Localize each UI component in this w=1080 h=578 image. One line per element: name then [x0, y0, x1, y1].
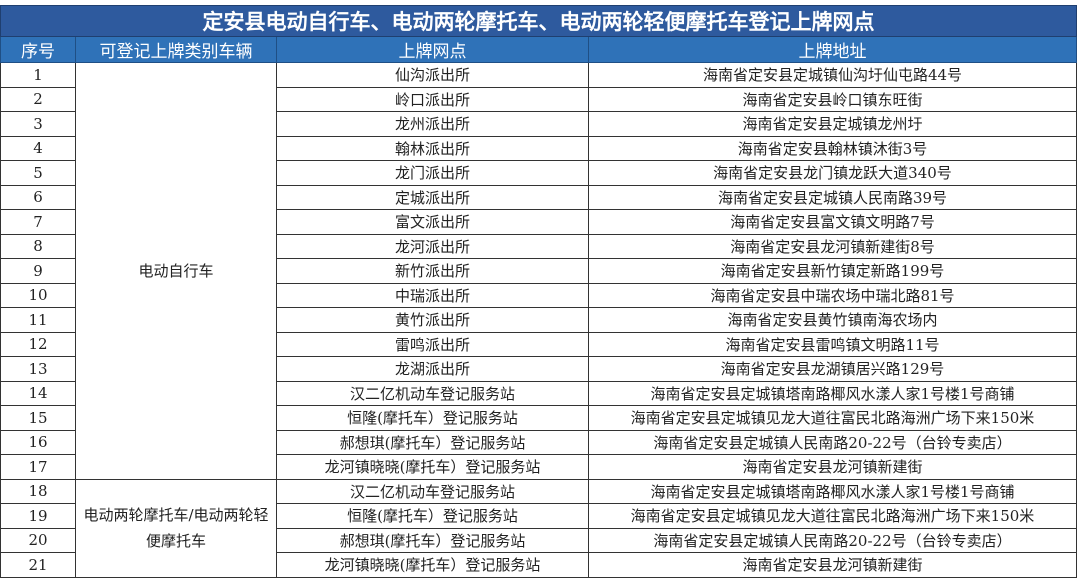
cell-index[interactable]: 11 — [0, 307, 76, 333]
cell-index[interactable]: 12 — [0, 331, 76, 357]
cell-station[interactable]: 龙州派出所 — [276, 111, 589, 137]
cell-station[interactable]: 中瑞派出所 — [276, 282, 589, 308]
table-row: 11 黄竹派出所 海南省定安县黄竹镇南海农场内 — [0, 307, 1077, 333]
cell-station[interactable]: 恒隆(摩托车）登记服务站 — [276, 405, 589, 431]
cell-address[interactable]: 海南省定安县雷鸣镇文明路11号 — [588, 331, 1077, 357]
table-row: 19 恒隆(摩托车）登记服务站 海南省定安县定城镇见龙大道往富民北路海洲广场下来15… — [0, 503, 1077, 529]
cell-address[interactable]: 海南省定安县定城镇人民南路20-22号（台铃专卖店） — [588, 527, 1077, 553]
cell-index[interactable]: 5 — [0, 160, 76, 186]
header-address[interactable]: 上牌地址 — [588, 36, 1077, 63]
cell-address[interactable]: 海南省定安县龙河镇新建街8号 — [588, 233, 1077, 259]
cell-station[interactable]: 郝想琪(摩托车）登记服务站 — [276, 527, 589, 553]
table-title[interactable]: 定安县电动自行车、电动两轮摩托车、电动两轮轻便摩托车登记上牌网点 — [0, 5, 1077, 37]
cell-index[interactable]: 4 — [0, 135, 76, 161]
table-row: 1 电动自行车 仙沟派出所 海南省定安县定城镇仙沟圩仙屯路44号 — [0, 62, 1077, 480]
cell-index[interactable]: 7 — [0, 209, 76, 235]
cell-address[interactable]: 海南省定安县定城镇塔南路椰风水漾人家1号楼1号商铺 — [588, 380, 1077, 406]
table-row: 13 龙湖派出所 海南省定安县龙湖镇居兴路129号 — [0, 356, 1077, 382]
cell-index[interactable]: 10 — [0, 282, 76, 308]
cell-station[interactable]: 翰林派出所 — [276, 135, 589, 161]
cell-address[interactable]: 海南省定安县岭口镇东旺街 — [588, 86, 1077, 112]
cell-station[interactable]: 恒隆(摩托车）登记服务站 — [276, 503, 589, 529]
cell-address[interactable]: 海南省定安县定城镇见龙大道往富民北路海洲广场下来150米 — [588, 405, 1077, 431]
table-row: 14 汉二亿机动车登记服务站 海南省定安县定城镇塔南路椰风水漾人家1号楼1号商铺 — [0, 380, 1077, 406]
table-row: 6 定城派出所 海南省定安县定城镇人民南路39号 — [0, 184, 1077, 210]
cell-address[interactable]: 海南省定安县黄竹镇南海农场内 — [588, 307, 1077, 333]
table-row: 16 郝想琪(摩托车）登记服务站 海南省定安县定城镇人民南路20-22号（台铃专卖店… — [0, 429, 1077, 455]
cell-station[interactable]: 汉二亿机动车登记服务站 — [276, 478, 589, 504]
cell-station[interactable]: 雷鸣派出所 — [276, 331, 589, 357]
cell-station[interactable]: 汉二亿机动车登记服务站 — [276, 380, 589, 406]
cell-index[interactable]: 16 — [0, 429, 76, 455]
cell-address[interactable]: 海南省定安县龙河镇新建街 — [588, 454, 1077, 480]
registration-table: 定安县电动自行车、电动两轮摩托车、电动两轮轻便摩托车登记上牌网点 序号 可登记上… — [0, 5, 1077, 578]
cell-index[interactable]: 2 — [0, 86, 76, 112]
cell-index[interactable]: 21 — [0, 552, 76, 578]
cell-address[interactable]: 海南省定安县定城镇人民南路20-22号（台铃专卖店） — [588, 429, 1077, 455]
cell-address[interactable]: 海南省定安县定城镇见龙大道往富民北路海洲广场下来150米 — [588, 503, 1077, 529]
cell-index[interactable]: 1 — [0, 62, 76, 88]
header-category[interactable]: 可登记上牌类别车辆 — [75, 36, 277, 63]
cell-station[interactable]: 龙门派出所 — [276, 160, 589, 186]
cell-address[interactable]: 海南省定安县富文镇文明路7号 — [588, 209, 1077, 235]
cell-station[interactable]: 龙河镇晓晓(摩托车）登记服务站 — [276, 552, 589, 578]
table-row: 20 郝想琪(摩托车）登记服务站 海南省定安县定城镇人民南路20-22号（台铃专卖店… — [0, 527, 1077, 553]
cell-address[interactable]: 海南省定安县定城镇人民南路39号 — [588, 184, 1077, 210]
cell-address[interactable]: 海南省定安县中瑞农场中瑞北路81号 — [588, 282, 1077, 308]
cell-index[interactable]: 3 — [0, 111, 76, 137]
table-row: 5 龙门派出所 海南省定安县龙门镇龙跃大道340号 — [0, 160, 1077, 186]
cell-category[interactable]: 电动两轮摩托车/电动两轮轻便摩托车 — [75, 478, 277, 578]
cell-index[interactable]: 17 — [0, 454, 76, 480]
cell-address[interactable]: 海南省定安县龙河镇新建街 — [588, 552, 1077, 578]
cell-address[interactable]: 海南省定安县龙湖镇居兴路129号 — [588, 356, 1077, 382]
cell-station[interactable]: 新竹派出所 — [276, 258, 589, 284]
header-index[interactable]: 序号 — [0, 36, 76, 63]
cell-address[interactable]: 海南省定安县定城镇龙州圩 — [588, 111, 1077, 137]
cell-address[interactable]: 海南省定安县定城镇塔南路椰风水漾人家1号楼1号商铺 — [588, 478, 1077, 504]
table-row: 8 龙河派出所 海南省定安县龙河镇新建街8号 — [0, 233, 1077, 259]
cell-category[interactable]: 电动自行车 — [75, 62, 277, 480]
cell-address[interactable]: 海南省定安县龙门镇龙跃大道340号 — [588, 160, 1077, 186]
cell-station[interactable]: 龙河派出所 — [276, 233, 589, 259]
cell-address[interactable]: 海南省定安县翰林镇沐街3号 — [588, 135, 1077, 161]
table-row: 10 中瑞派出所 海南省定安县中瑞农场中瑞北路81号 — [0, 282, 1077, 308]
table-row: 9 新竹派出所 海南省定安县新竹镇定新路199号 — [0, 258, 1077, 284]
cell-index[interactable]: 19 — [0, 503, 76, 529]
header-station[interactable]: 上牌网点 — [276, 36, 589, 63]
spreadsheet: 定安县电动自行车、电动两轮摩托车、电动两轮轻便摩托车登记上牌网点 序号 可登记上… — [0, 5, 1077, 578]
cell-station[interactable]: 黄竹派出所 — [276, 307, 589, 333]
cell-index[interactable]: 8 — [0, 233, 76, 259]
cell-station[interactable]: 岭口派出所 — [276, 86, 589, 112]
cell-station[interactable]: 郝想琪(摩托车）登记服务站 — [276, 429, 589, 455]
table-row: 2 岭口派出所 海南省定安县岭口镇东旺街 — [0, 86, 1077, 112]
cell-station[interactable]: 富文派出所 — [276, 209, 589, 235]
table-row: 21 龙河镇晓晓(摩托车）登记服务站 海南省定安县龙河镇新建街 — [0, 552, 1077, 578]
cell-address[interactable]: 海南省定安县新竹镇定新路199号 — [588, 258, 1077, 284]
cell-index[interactable]: 18 — [0, 478, 76, 504]
cell-station[interactable]: 定城派出所 — [276, 184, 589, 210]
cell-index[interactable]: 9 — [0, 258, 76, 284]
table-row: 3 龙州派出所 海南省定安县定城镇龙州圩 — [0, 111, 1077, 137]
table-row: 18 电动两轮摩托车/电动两轮轻便摩托车 汉二亿机动车登记服务站 海南省定安县定城镇塔… — [0, 478, 1077, 578]
cell-index[interactable]: 6 — [0, 184, 76, 210]
cell-address[interactable]: 海南省定安县定城镇仙沟圩仙屯路44号 — [588, 62, 1077, 88]
cell-index[interactable]: 13 — [0, 356, 76, 382]
cell-index[interactable]: 14 — [0, 380, 76, 406]
cell-station[interactable]: 龙河镇晓晓(摩托车）登记服务站 — [276, 454, 589, 480]
cell-station[interactable]: 仙沟派出所 — [276, 62, 589, 88]
cell-index[interactable]: 20 — [0, 527, 76, 553]
cell-station[interactable]: 龙湖派出所 — [276, 356, 589, 382]
table-row: 15 恒隆(摩托车）登记服务站 海南省定安县定城镇见龙大道往富民北路海洲广场下来15… — [0, 405, 1077, 431]
cell-index[interactable]: 15 — [0, 405, 76, 431]
